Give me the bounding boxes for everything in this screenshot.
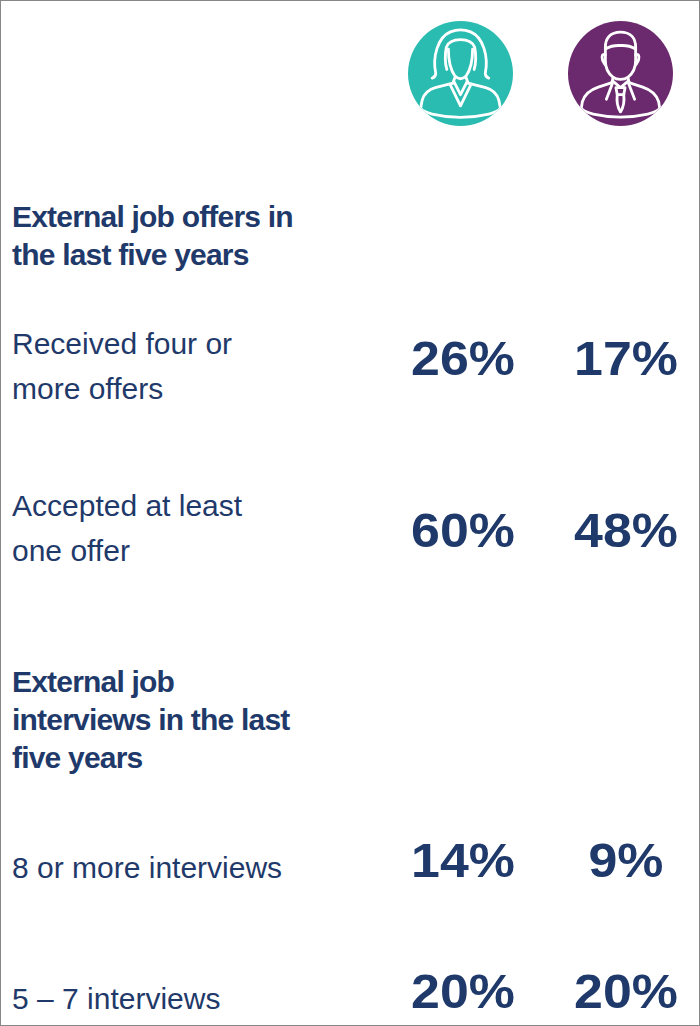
row-label-8-or-more-interviews: 8 or more interviews [12, 845, 282, 890]
row-label-received-offers: Received four or more offers [12, 321, 232, 411]
value-accepted-offer-women: 60% [387, 507, 538, 555]
value-5-7-interviews-men: 20% [550, 968, 700, 1016]
woman-icon [408, 21, 513, 126]
male-avatar [568, 21, 673, 126]
infographic: External job offers in the last five yea… [0, 0, 700, 1026]
section-heading-interviews: External job interviews in the last five… [12, 663, 290, 777]
section-heading-offers: External job offers in the last five yea… [12, 198, 293, 274]
value-received-offers-women: 26% [387, 335, 538, 383]
value-8-or-more-interviews-women: 14% [387, 837, 538, 885]
value-accepted-offer-men: 48% [550, 507, 700, 555]
value-8-or-more-interviews-men: 9% [550, 837, 700, 885]
row-label-accepted-offer: Accepted at least one offer [12, 483, 242, 573]
row-label-5-7-interviews: 5 – 7 interviews [12, 976, 220, 1021]
female-avatar [408, 21, 513, 126]
value-received-offers-men: 17% [550, 335, 700, 383]
value-5-7-interviews-women: 20% [387, 968, 538, 1016]
man-icon [568, 21, 673, 126]
